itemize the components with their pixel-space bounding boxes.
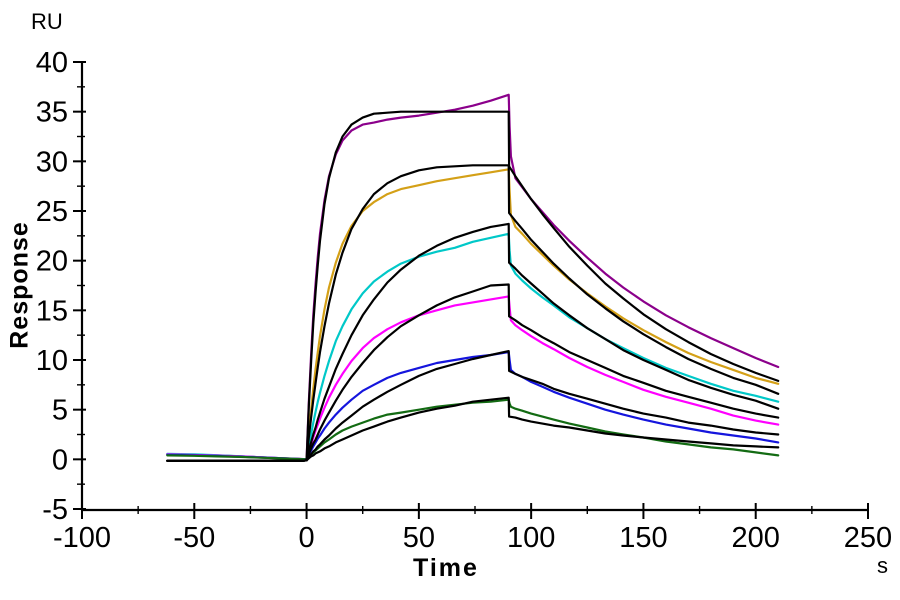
- series-trace-orange: [166, 168, 780, 461]
- x-axis-unit-label: s: [877, 553, 888, 578]
- x-tick-label: 0: [299, 522, 315, 554]
- series-fit-5: [166, 350, 780, 462]
- series-fit-4: [166, 283, 780, 462]
- y-tick-label: 30: [36, 146, 68, 178]
- y-axis-title: Response: [5, 221, 34, 349]
- x-axis-title: Time: [413, 554, 479, 582]
- series-fit-2: [166, 164, 780, 462]
- x-tick-label: 100: [507, 522, 555, 554]
- y-tick-label: -5: [42, 494, 68, 526]
- x-tick-label: -50: [173, 522, 215, 554]
- y-tick-label: 25: [36, 196, 68, 228]
- series-fit-1: [166, 110, 780, 462]
- series-trace-magenta: [166, 295, 780, 461]
- y-tick-label: 15: [36, 295, 68, 327]
- x-tick-label: -100: [53, 522, 111, 554]
- x-tick-label: 250: [844, 522, 892, 554]
- series-trace-cyan: [166, 232, 780, 461]
- y-axis-unit-label: RU: [31, 9, 63, 34]
- y-tick-label: 10: [36, 345, 68, 377]
- x-tick-label: 200: [732, 522, 780, 554]
- x-tick-label: 150: [619, 522, 667, 554]
- y-tick-label: 20: [36, 246, 68, 278]
- x-tick-label: 50: [403, 522, 435, 554]
- y-tick-label: 0: [52, 444, 68, 476]
- series-trace-purple: [166, 93, 780, 461]
- series-trace-green: [166, 398, 780, 461]
- series-fit-3: [166, 222, 780, 462]
- y-tick-label: 5: [52, 395, 68, 427]
- y-tick-label: 40: [36, 47, 68, 79]
- y-tick-label: 35: [36, 97, 68, 129]
- series-fit-6: [166, 396, 780, 462]
